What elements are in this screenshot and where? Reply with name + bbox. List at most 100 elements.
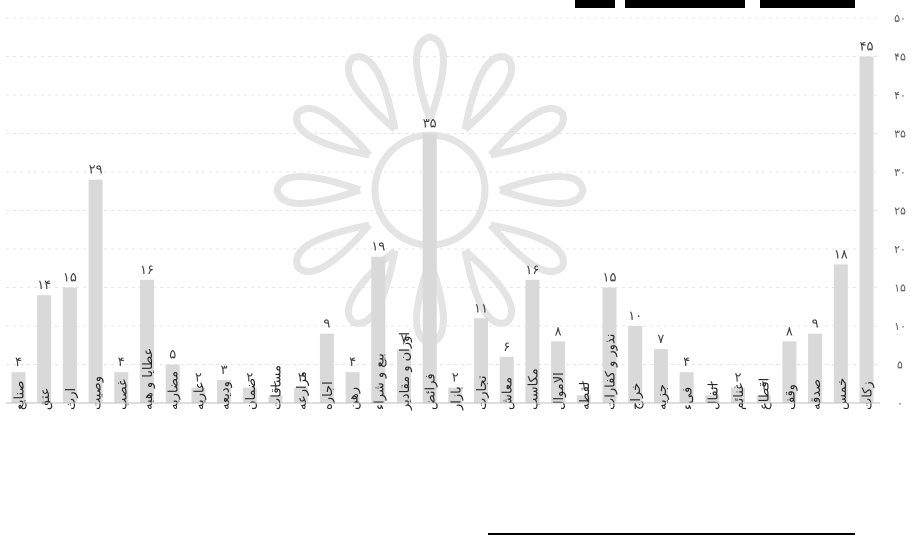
x-tick-label: فرائض (424, 373, 439, 410)
data-label: ١٠ (628, 309, 642, 324)
data-label: ١ (580, 378, 587, 393)
grid-lines (6, 17, 880, 365)
y-tick-label: ۴۵ (894, 51, 906, 64)
data-label: ٢ (298, 371, 305, 386)
bar (345, 372, 360, 403)
bar (679, 372, 694, 403)
bar (319, 333, 334, 403)
data-label: ٢ (735, 371, 742, 386)
data-label: ۴ (349, 355, 356, 370)
bar (756, 395, 771, 403)
x-tick-label: معاش (501, 377, 516, 410)
data-label: ٧ (401, 332, 408, 347)
x-tick-label: مکاسب (526, 368, 541, 410)
bar (397, 349, 411, 403)
x-tick-label: صدقه (809, 379, 824, 410)
x-tick-label: زکات (861, 381, 876, 410)
x-tick-label: وقف (783, 384, 798, 410)
bar (11, 372, 26, 403)
data-label: ١۶ (525, 263, 539, 278)
x-tick-label: جزیه (655, 384, 670, 410)
bar (62, 287, 77, 403)
data-label: ۶ (503, 340, 510, 355)
x-tick-label: عتق (38, 387, 53, 410)
x-tick-label: عاریه (192, 381, 207, 410)
data-label: ٩ (323, 317, 330, 332)
y-tick-label: ٢٠ (894, 243, 906, 256)
data-label: ١ (272, 378, 279, 393)
data-label: ٣ (221, 363, 228, 378)
x-tick-label: نذور و کفارات (604, 334, 619, 410)
x-tick-label: مساقات (270, 365, 285, 410)
x-tick-label: اقطاع (758, 378, 773, 410)
x-tick-label: بیع و شراء (372, 353, 387, 410)
bar (499, 356, 514, 403)
bar (731, 387, 745, 403)
cropped-title-fragment (760, 0, 855, 8)
x-tick-label: الاموال (552, 372, 567, 410)
bar (371, 256, 386, 403)
bar (525, 279, 540, 403)
bar (242, 387, 257, 403)
data-label: ١٩ (371, 240, 385, 255)
data-label: ٧ (657, 332, 664, 347)
x-tick-label: بازار (449, 386, 464, 411)
x-tick-label: اوزان و مقادیر (398, 332, 413, 411)
bar (576, 395, 591, 403)
data-label: ۴ (118, 355, 125, 370)
bar (114, 372, 129, 403)
bar (474, 318, 488, 403)
bar (217, 379, 232, 403)
bar (88, 179, 103, 403)
y-tick-label: ٣٠ (894, 166, 906, 179)
y-tick-label: ٢۵ (894, 205, 906, 218)
bar (782, 341, 797, 403)
cropped-title-fragment (575, 0, 615, 8)
data-label: ٨ (786, 324, 793, 339)
bar (859, 56, 874, 403)
y-tick-label: ١٠ (894, 320, 906, 333)
x-tick-label: مضاربه (167, 371, 182, 410)
data-label: ١ (709, 378, 716, 393)
data-label: ١١ (474, 301, 488, 316)
y-tick-label: ۵٠ (894, 12, 906, 25)
x-tick-label: انفال (706, 383, 721, 410)
x-tick-label: وصیت (90, 376, 105, 410)
x-tick-label: ضمان (244, 378, 259, 410)
data-label: ١۵ (63, 271, 77, 286)
y-axis: ٠ ۵ ١٠ ١۵ ٢٠ ٢۵ ٣٠ ٣۵ ۴٠ ۴۵ ۵٠ (894, 12, 906, 410)
value-labels: ۴۵١٨٩٨١٢١۴٧١٠١۵١٨١۶۶١١٢٣۵٧١٩۴٩٢١٢٣٢۵١۶۴٢… (15, 40, 873, 394)
bar (37, 295, 52, 403)
y-tick-label: ۴٠ (894, 89, 906, 102)
bar (551, 341, 566, 403)
data-label: ۵ (169, 348, 176, 363)
bar (808, 333, 823, 403)
data-label: ٢ (452, 371, 459, 386)
watermark-petals (273, 33, 587, 347)
x-tick-label: اجاره (321, 381, 336, 410)
y-tick-label: ١۵ (894, 282, 906, 295)
bar (165, 364, 180, 403)
data-label: ١۴ (37, 278, 51, 293)
data-label: ۴ (15, 355, 22, 370)
bar (833, 264, 848, 403)
x-tick-label: رهن (347, 387, 362, 410)
x-tick-label: مزارعه (295, 371, 310, 410)
y-tick-label: ٣۵ (894, 128, 906, 141)
bar (448, 387, 463, 403)
data-label: ٣۵ (423, 117, 437, 132)
x-tick-label: تجارت (475, 375, 490, 410)
x-tick-label: خمس (835, 378, 850, 410)
x-tick-label: غنائم (732, 383, 747, 410)
x-axis-labels: زکات خمس صدقه وقف اقطاع غنائم انفال فیء جزیه خراج… (13, 332, 876, 411)
bars (11, 56, 874, 403)
x-tick-label: غصب (115, 379, 130, 410)
bar (602, 287, 617, 403)
data-label: ١ (760, 378, 767, 393)
x-tick-label: خراج (629, 383, 644, 410)
data-label: ٢ (246, 371, 253, 386)
data-label: ۴ (683, 355, 690, 370)
data-label: ٨ (555, 324, 562, 339)
x-tick-label: صنایع (13, 381, 28, 410)
